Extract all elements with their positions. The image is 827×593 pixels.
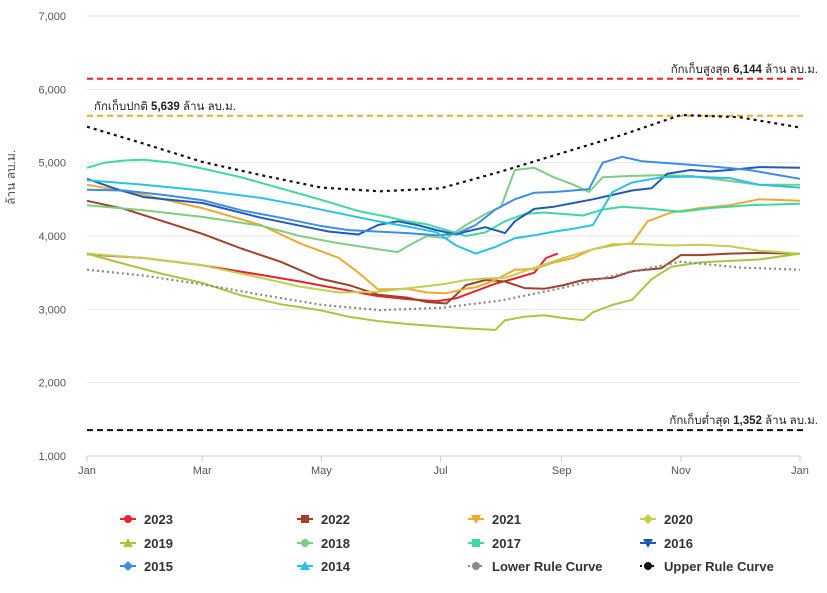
series-line-2020 — [86, 243, 801, 294]
legend-item-2018: 2018 — [297, 536, 350, 551]
legend-marker — [472, 539, 480, 547]
legend-marker — [643, 539, 653, 548]
legend-marker — [123, 561, 133, 571]
legend-label: 2015 — [144, 559, 173, 574]
legend-marker — [124, 515, 132, 523]
legend-label: 2020 — [664, 512, 693, 527]
y-tick-label: 4,000 — [38, 231, 66, 243]
legend-label: 2016 — [664, 536, 693, 551]
legend-label: Lower Rule Curve — [492, 559, 603, 574]
series-line-2021 — [86, 183, 801, 295]
x-tick-label: Jan — [78, 465, 96, 477]
legend-item-2021: 2021 — [468, 512, 521, 527]
x-axis: Jan Mar May Jul Sep Nov Jan — [78, 455, 809, 477]
y-tick-label: 6,000 — [38, 84, 66, 96]
legend-item-2016: 2016 — [640, 536, 693, 551]
legend-label: 2021 — [492, 512, 521, 527]
x-tick-label: Nov — [671, 465, 691, 477]
legend-label: 2023 — [144, 512, 173, 527]
legend-marker — [472, 562, 480, 570]
legend-item-2019: 2019 — [120, 536, 173, 551]
series-line-upper-rule-curve — [86, 113, 801, 193]
legend-item-2017: 2017 — [468, 536, 521, 551]
legend-item-2020: 2020 — [640, 512, 693, 527]
legend-item-2014: 2014 — [297, 559, 351, 574]
legend-marker — [643, 514, 653, 524]
legend-marker — [471, 515, 481, 524]
legend-marker — [123, 538, 133, 547]
legend-item-upper-rule-curve: Upper Rule Curve — [640, 559, 774, 574]
legend-marker — [301, 515, 309, 523]
y-axis-label: ล้าน ลบ.ม. — [4, 150, 18, 205]
legend-label: Upper Rule Curve — [664, 559, 774, 574]
legend: 2023 2022 2021 2020 2019 2018 2017 2016 2015 2014… — [120, 512, 774, 574]
y-axis: 1,000 2,000 3,000 4,000 5,000 6,000 7,000 — [38, 11, 66, 463]
legend-marker — [300, 561, 310, 570]
legend-label: 2014 — [321, 559, 351, 574]
y-tick-label: 3,000 — [38, 304, 66, 316]
legend-label: 2017 — [492, 536, 521, 551]
series-line-2019 — [86, 252, 801, 331]
y-tick-label: 2,000 — [38, 378, 66, 390]
reference-label: กักเก็บปกติ 5,639 ล้าน ลบ.ม. — [94, 98, 236, 113]
legend-item-2022: 2022 — [297, 512, 350, 527]
legend-item-2015: 2015 — [120, 559, 173, 574]
series-line-2016 — [86, 166, 801, 236]
y-tick-label: 7,000 — [38, 11, 66, 23]
series-line-2015 — [86, 155, 801, 237]
series-lines — [86, 113, 801, 331]
series-line-2014 — [86, 175, 801, 255]
reference-label: กักเก็บสูงสุด 6,144 ล้าน ลบ.ม. — [671, 61, 818, 76]
x-tick-label: May — [311, 465, 332, 477]
legend-marker — [301, 539, 309, 547]
reference-labels: กักเก็บสูงสุด 6,144 ล้าน ลบ.ม. กักเก็บปกต… — [94, 61, 818, 427]
reference-label: กักเก็บต่ำสุด 1,352 ล้าน ลบ.ม. — [669, 412, 818, 427]
series-line-lower-rule-curve — [86, 260, 801, 312]
legend-item-2023: 2023 — [120, 512, 173, 527]
y-tick-label: 5,000 — [38, 158, 66, 170]
x-tick-label: Mar — [193, 465, 212, 477]
y-tick-label: 1,000 — [38, 451, 66, 463]
legend-label: 2019 — [144, 536, 173, 551]
series-line-2022 — [86, 199, 801, 305]
legend-item-lower-rule-curve: Lower Rule Curve — [468, 559, 603, 574]
x-tick-label: Jan — [791, 465, 809, 477]
legend-marker — [644, 562, 652, 570]
legend-label: 2022 — [321, 512, 350, 527]
x-tick-label: Sep — [552, 465, 572, 477]
legend-label: 2018 — [321, 536, 350, 551]
x-tick-label: Jul — [434, 465, 448, 477]
